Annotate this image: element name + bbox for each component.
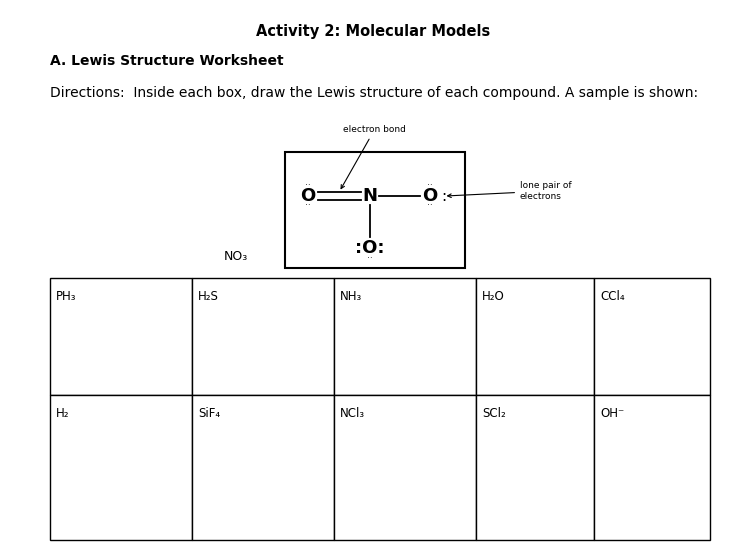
Bar <box>334 395 476 540</box>
Text: OH⁻: OH⁻ <box>600 407 624 420</box>
Bar <box>192 278 334 395</box>
Text: CCl₄: CCl₄ <box>600 290 624 303</box>
Text: SiF₄: SiF₄ <box>198 407 220 420</box>
Text: lone pair of
electrons: lone pair of electrons <box>448 181 571 201</box>
Text: NCl₃: NCl₃ <box>340 407 365 420</box>
Text: O: O <box>422 187 437 205</box>
Text: NH₃: NH₃ <box>340 290 363 303</box>
Text: SCl₂: SCl₂ <box>482 407 506 420</box>
Bar <box>334 278 476 395</box>
Bar <box>192 395 334 540</box>
Bar <box>50 278 192 395</box>
Text: ··: ·· <box>367 255 372 264</box>
Text: ··: ·· <box>427 181 433 191</box>
Text: ··: ·· <box>304 181 310 191</box>
Text: ··: ·· <box>427 202 433 210</box>
Text: NO₃: NO₃ <box>224 250 248 263</box>
Text: :O:: :O: <box>355 239 384 257</box>
Text: ··: ·· <box>304 202 310 210</box>
Bar <box>285 152 465 268</box>
Bar <box>476 278 594 395</box>
Text: :: : <box>441 189 446 204</box>
Text: H₂O: H₂O <box>482 290 505 303</box>
Text: N: N <box>362 187 377 205</box>
Text: H₂S: H₂S <box>198 290 219 303</box>
Text: PH₃: PH₃ <box>56 290 77 303</box>
Text: H₂: H₂ <box>56 407 69 420</box>
Text: electron bond: electron bond <box>341 125 406 189</box>
Bar <box>476 395 594 540</box>
Text: A. Lewis Structure Worksheet: A. Lewis Structure Worksheet <box>50 54 283 68</box>
Text: O: O <box>300 187 316 205</box>
Text: Activity 2: Molecular Models: Activity 2: Molecular Models <box>256 24 490 39</box>
Bar <box>50 395 192 540</box>
Text: Directions:  Inside each box, draw the Lewis structure of each compound. A sampl: Directions: Inside each box, draw the Le… <box>50 86 698 100</box>
Bar <box>594 395 710 540</box>
Bar <box>594 278 710 395</box>
